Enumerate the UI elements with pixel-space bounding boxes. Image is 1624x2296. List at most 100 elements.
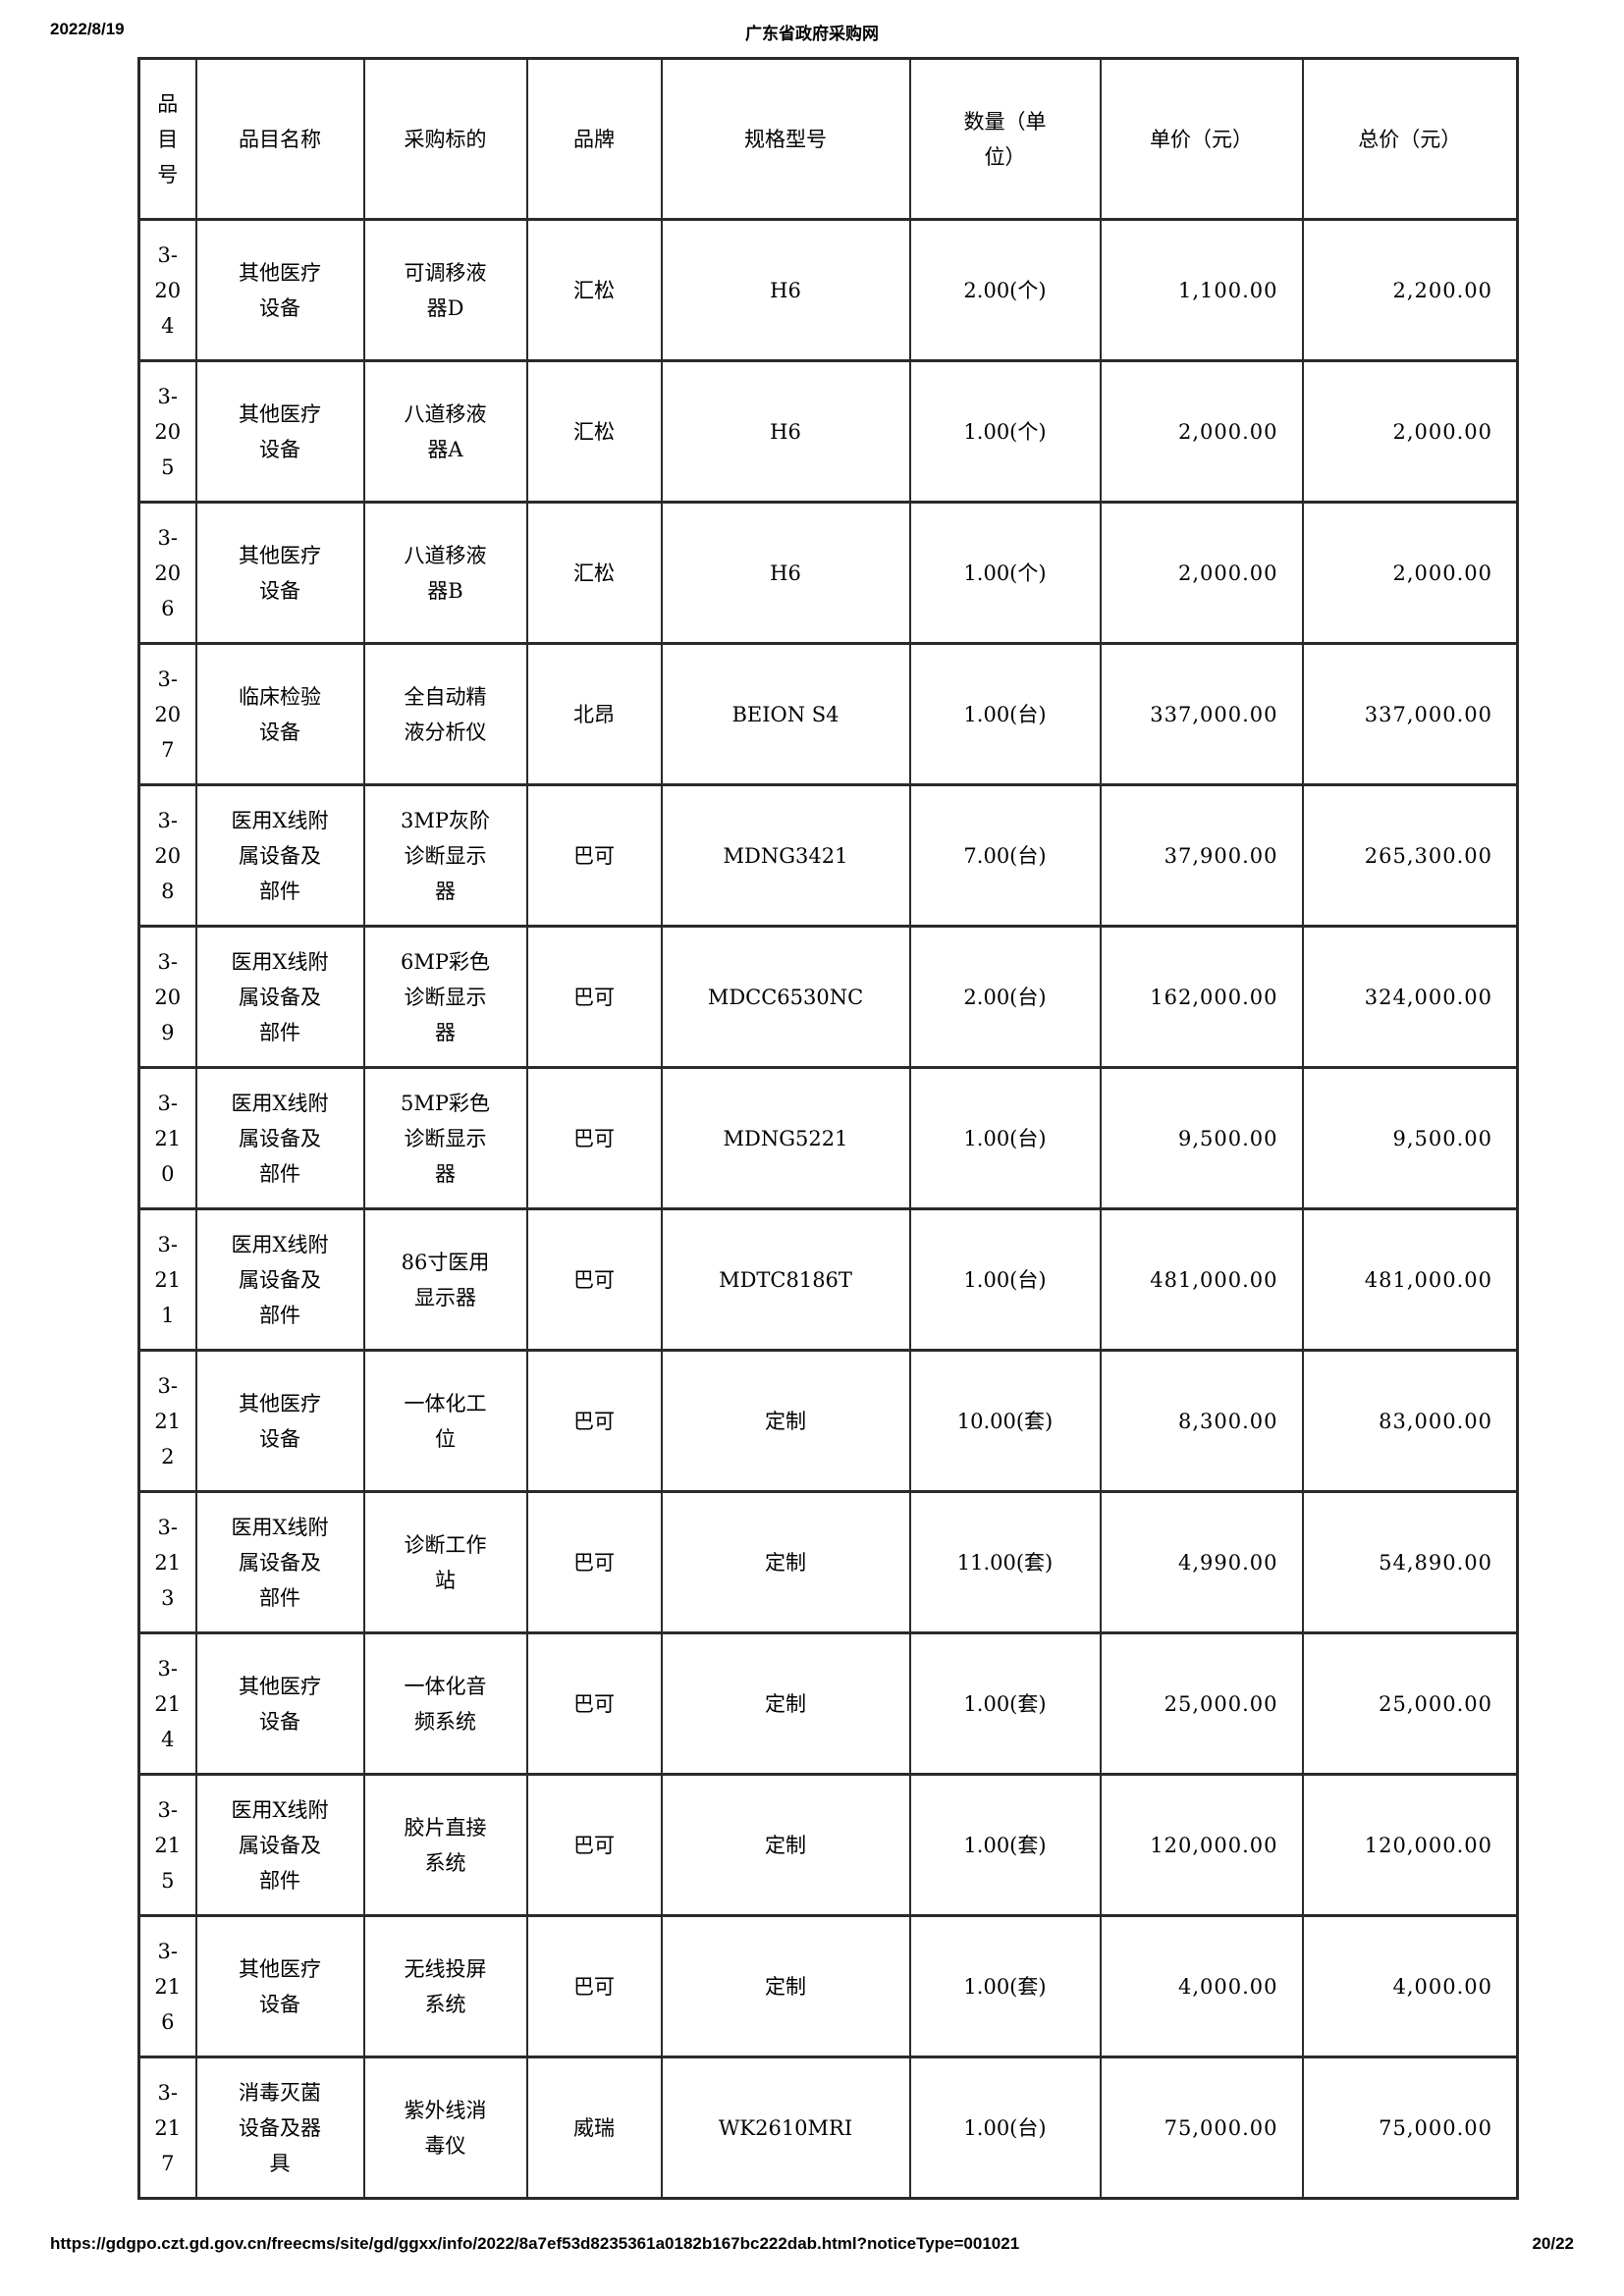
cell-brand: 巴可: [525, 1066, 663, 1210]
cell-unit-price: 120,000.00: [1099, 1773, 1304, 1917]
cell-text: 巴可: [573, 1267, 615, 1292]
cell-total-price: 265,300.00: [1301, 783, 1519, 928]
cell-text: 3-215: [154, 1797, 182, 1893]
cell-unit-price: 162,000.00: [1099, 925, 1304, 1069]
cell-text: 巴可: [573, 843, 615, 868]
cell-text: 一体化音频系统: [404, 1674, 487, 1734]
cell-model: 定制: [660, 1773, 911, 1917]
cell-text: 无线投屏系统: [404, 1956, 487, 2016]
cell-text: 诊断工作站: [404, 1532, 487, 1592]
col-header-label: 规格型号: [744, 127, 827, 151]
cell-item-name: 其他医疗设备: [194, 1914, 365, 2058]
cell-text: 八道移液器B: [404, 543, 487, 603]
cell-quantity: 10.00(套): [908, 1349, 1102, 1493]
cell-item-name: 消毒灭菌设备及器具: [194, 2056, 365, 2200]
cell-text: 86寸医用显示器: [401, 1250, 490, 1309]
col-header-procurement-target: 采购标的: [362, 57, 528, 221]
cell-brand: 巴可: [525, 1773, 663, 1917]
cell-total-price: 120,000.00: [1301, 1773, 1519, 1917]
cell-text: 1.00(个): [963, 419, 1047, 444]
cell-text: 巴可: [573, 1833, 615, 1857]
cell-text: 3-209: [154, 949, 182, 1044]
cell-text: 2.00(台): [963, 985, 1047, 1009]
cell-quantity: 1.00(台): [908, 642, 1102, 786]
cell-brand: 汇松: [525, 359, 663, 504]
cell-text: 巴可: [573, 1409, 615, 1433]
cell-text: 定制: [765, 1550, 806, 1575]
cell-text: 汇松: [573, 561, 615, 585]
cell-item-no: 3-205: [137, 359, 197, 504]
print-header: 2022/8/19 广东省政府采购网: [50, 20, 1574, 43]
cell-text: 巴可: [573, 1126, 615, 1150]
cell-procurement-target: 3MP灰阶诊断显示器: [362, 783, 528, 928]
print-footer: https://gdgpo.czt.gd.gov.cn/freecms/site…: [50, 2234, 1574, 2256]
col-header-label: 品目号: [157, 91, 179, 187]
cell-text: 3-207: [154, 667, 182, 762]
cell-text: MDCC6530NC: [707, 985, 864, 1009]
cell-text: 其他医疗设备: [239, 260, 321, 320]
cell-text: 威瑞: [573, 2115, 615, 2140]
cell-brand: 汇松: [525, 218, 663, 362]
cell-model: MDNG3421: [660, 783, 911, 928]
cell-item-no: 3-217: [137, 2056, 197, 2200]
cell-text: 3MP灰阶诊断显示器: [401, 808, 490, 903]
cell-quantity: 2.00(个): [908, 218, 1102, 362]
cell-unit-price: 481,000.00: [1099, 1207, 1304, 1352]
cell-text: MDNG5221: [723, 1126, 848, 1150]
cell-text: 定制: [765, 1974, 806, 1999]
cell-item-name: 其他医疗设备: [194, 359, 365, 504]
cell-text: 定制: [765, 1691, 806, 1716]
source-url: https://gdgpo.czt.gd.gov.cn/freecms/site…: [50, 2234, 1020, 2253]
cell-text: 巴可: [573, 1550, 615, 1575]
cell-item-no: 3-210: [137, 1066, 197, 1210]
cell-item-no: 3-209: [137, 925, 197, 1069]
cell-procurement-target: 无线投屏系统: [362, 1914, 528, 2058]
table-header-row: 品目号 品目名称 采购标的 品牌 规格型号 数量（单位） 单价（元） 总价（元）: [137, 57, 1519, 221]
cell-text: 3-210: [154, 1091, 182, 1186]
cell-text: 巴可: [573, 1974, 615, 1999]
col-header-quantity: 数量（单位）: [908, 57, 1102, 221]
cell-text: 全自动精液分析仪: [404, 684, 487, 744]
cell-unit-price: 2,000.00: [1099, 501, 1304, 645]
cell-item-name: 医用X线附属设备及部件: [194, 783, 365, 928]
cell-text: 医用X线附属设备及部件: [231, 1797, 329, 1893]
cell-item-name: 临床检验设备: [194, 642, 365, 786]
cell-quantity: 7.00(台): [908, 783, 1102, 928]
cell-text: 定制: [765, 1833, 806, 1857]
cell-text: 2.00(个): [963, 278, 1047, 302]
cell-procurement-target: 诊断工作站: [362, 1490, 528, 1634]
cell-text: 医用X线附属设备及部件: [231, 1091, 329, 1186]
col-header-item-name: 品目名称: [194, 57, 365, 221]
page-number: 20/22: [1532, 2234, 1574, 2253]
cell-text: 7.00(台): [963, 843, 1047, 868]
col-header-unit-price: 单价（元）: [1099, 57, 1304, 221]
cell-brand: 巴可: [525, 1490, 663, 1634]
cell-unit-price: 4,990.00: [1099, 1490, 1304, 1634]
cell-total-price: 337,000.00: [1301, 642, 1519, 786]
cell-quantity: 11.00(套): [908, 1490, 1102, 1634]
cell-brand: 巴可: [525, 925, 663, 1069]
cell-unit-price: 75,000.00: [1099, 2056, 1304, 2200]
cell-item-no: 3-204: [137, 218, 197, 362]
cell-text: 医用X线附属设备及部件: [231, 949, 329, 1044]
table-row: 3-212 其他医疗设备 一体化工位 巴可 定制 10.00(套) 8,300.00 83,0…: [137, 1349, 1519, 1493]
cell-text: 八道移液器A: [404, 401, 487, 461]
cell-brand: 巴可: [525, 1631, 663, 1776]
table-row: 3-209 医用X线附属设备及部件 6MP彩色诊断显示器 巴可 MDCC6530NC 2.…: [137, 925, 1519, 1069]
procurement-items-table: 品目号 品目名称 采购标的 品牌 规格型号 数量（单位） 单价（元） 总价（元） 3-204 其…: [137, 57, 1519, 2200]
table-row: 3-207 临床检验设备 全自动精液分析仪 北昂 BEION S4 1.00(台) 337,…: [137, 642, 1519, 786]
cell-text: 3-217: [154, 2080, 182, 2175]
cell-text: 3-212: [154, 1373, 182, 1468]
cell-text: 其他医疗设备: [239, 401, 321, 461]
cell-text: MDNG3421: [723, 843, 848, 868]
cell-text: 1.00(个): [963, 561, 1047, 585]
cell-total-price: 2,200.00: [1301, 218, 1519, 362]
cell-text: BEION S4: [731, 702, 839, 726]
cell-model: MDCC6530NC: [660, 925, 911, 1069]
cell-total-price: 54,890.00: [1301, 1490, 1519, 1634]
cell-text: WK2610MRI: [718, 2115, 853, 2140]
cell-text: 汇松: [573, 278, 615, 302]
cell-text: 3-205: [154, 384, 182, 479]
table-row: 3-214 其他医疗设备 一体化音频系统 巴可 定制 1.00(套) 25,000.00 25…: [137, 1631, 1519, 1776]
cell-text: 其他医疗设备: [239, 1956, 321, 2016]
